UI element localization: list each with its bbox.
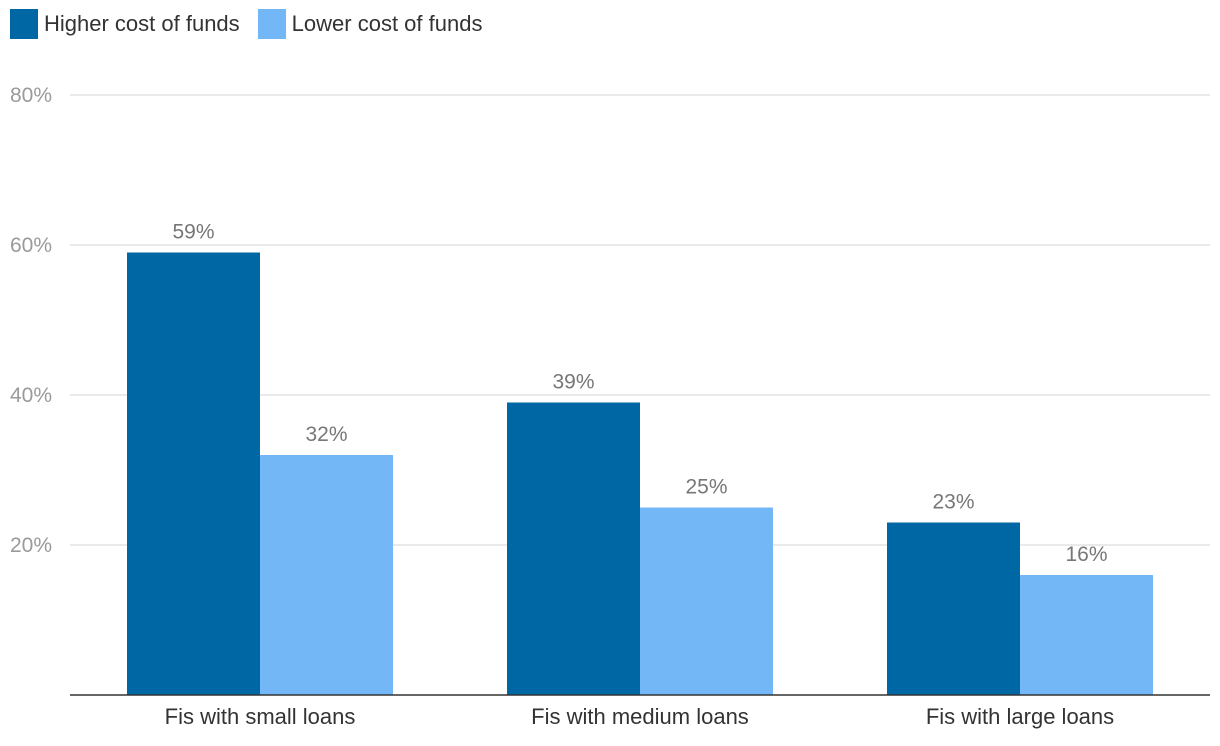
y-axis: 20% 40% 60% 80% bbox=[10, 84, 52, 557]
y-tick-label-80: 80% bbox=[10, 84, 52, 107]
y-tick-label-60: 60% bbox=[10, 234, 52, 257]
bar-higher-2 bbox=[887, 522, 1020, 695]
x-tick-label-0: Fis with small loans bbox=[165, 704, 356, 729]
bars bbox=[127, 252, 1153, 695]
data-label-lower-1: 25% bbox=[685, 476, 727, 499]
data-label-higher-2: 23% bbox=[932, 491, 974, 514]
legend: Higher cost of funds Lower cost of funds bbox=[10, 9, 500, 39]
bar-lower-2 bbox=[1020, 575, 1153, 695]
legend-item-higher: Higher cost of funds bbox=[10, 9, 240, 39]
bar-lower-0 bbox=[260, 455, 393, 695]
legend-swatch-higher bbox=[10, 9, 38, 39]
legend-label-lower: Lower cost of funds bbox=[291, 11, 483, 36]
y-tick-label-20: 20% bbox=[10, 534, 52, 557]
data-label-lower-0: 32% bbox=[305, 423, 347, 446]
bar-higher-1 bbox=[507, 402, 640, 695]
data-label-higher-0: 59% bbox=[172, 221, 214, 244]
data-labels: 59% 32% 39% 25% 23% 16% bbox=[172, 221, 1107, 567]
legend-swatch-lower bbox=[257, 9, 286, 39]
bar-higher-0 bbox=[127, 252, 260, 695]
x-tick-label-1: Fis with medium loans bbox=[531, 704, 749, 729]
y-tick-label-40: 40% bbox=[10, 384, 52, 407]
legend-label-higher: Higher cost of funds bbox=[44, 11, 240, 36]
x-axis: Fis with small loans Fis with medium loan… bbox=[70, 694, 1210, 729]
bar-lower-1 bbox=[640, 507, 773, 695]
x-tick-label-2: Fis with large loans bbox=[926, 704, 1114, 729]
data-label-higher-1: 39% bbox=[552, 371, 594, 394]
data-label-lower-2: 16% bbox=[1065, 543, 1107, 566]
legend-item-lower: Lower cost of funds bbox=[257, 9, 483, 39]
